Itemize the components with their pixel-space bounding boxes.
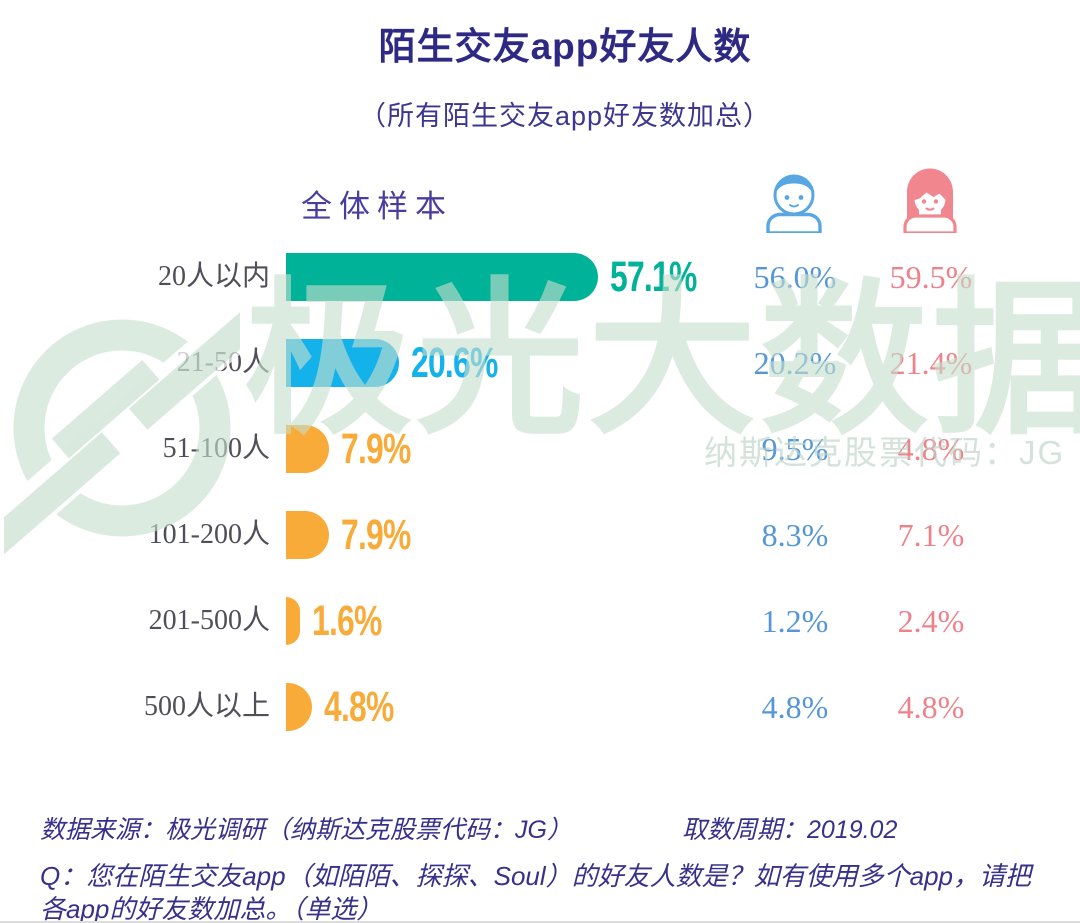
- chart-row: 500人以上 4.8% 4.8% 4.8%: [0, 682, 1080, 732]
- data-period-text: 取数周期：2019.02: [682, 816, 898, 844]
- male-percent: 8.3%: [761, 517, 829, 553]
- female-icon: [888, 159, 972, 235]
- bar: [286, 425, 329, 473]
- footer: 数据来源：极光调研（纳斯达克股票代码：JG） 取数周期：2019.02 Q：您在…: [40, 810, 1050, 923]
- male-percent: 9.5%: [761, 431, 829, 467]
- category-label: 20人以内: [157, 261, 270, 292]
- question-line-2: 各app的好友数加总。（单选）: [40, 894, 383, 923]
- bar-value-label: 4.8%: [324, 683, 394, 731]
- category-label: 21-50人: [176, 347, 270, 378]
- bar-value-label: 57.1%: [610, 253, 697, 301]
- sample-column-header: 全体样本: [301, 189, 453, 224]
- male-percent: 20.2%: [753, 345, 837, 381]
- chart-row: 201-500人 1.6% 1.2% 2.4%: [0, 596, 1080, 646]
- female-percent: 4.8%: [897, 689, 965, 725]
- bar: [286, 683, 312, 731]
- chart-row: 20人以内 57.1% 56.0% 59.5%: [0, 252, 1080, 302]
- chart-row: 21-50人 20.6% 20.2% 21.4%: [0, 338, 1080, 388]
- male-percent: 56.0%: [753, 259, 837, 295]
- chart-header: 陌生交友app好友人数 （所有陌生交友app好友数加总）: [50, 0, 1080, 133]
- bar-value-label: 7.9%: [341, 511, 411, 559]
- female-percent: 2.4%: [897, 603, 965, 639]
- chart-row: 51-100人 7.9% 9.5% 4.8%: [0, 424, 1080, 474]
- female-percent: 4.8%: [897, 431, 965, 467]
- bar: [286, 597, 300, 645]
- page-title: 陌生交友app好友人数: [378, 26, 752, 67]
- category-label: 101-200人: [148, 519, 270, 550]
- page-subtitle: （所有陌生交友app好友数加总）: [358, 101, 772, 131]
- bar: [286, 511, 329, 559]
- category-label: 201-500人: [148, 605, 270, 636]
- category-label: 500人以上: [143, 691, 270, 722]
- female-percent: 59.5%: [889, 259, 973, 295]
- data-source-text: 数据来源：极光调研（纳斯达克股票代码：JG）: [40, 816, 572, 844]
- survey-question-text: Q：您在陌生交友app（如陌陌、探探、Soul）的好友人数是？如有使用多个app…: [40, 860, 1050, 923]
- bar-value-label: 7.9%: [341, 425, 411, 473]
- bar-value-label: 1.6%: [312, 597, 382, 645]
- bar: [286, 339, 399, 387]
- bar: [286, 253, 598, 301]
- category-label: 51-100人: [162, 433, 270, 464]
- male-percent: 1.2%: [761, 603, 829, 639]
- male-percent: 4.8%: [761, 689, 829, 725]
- footer-source-line: 数据来源：极光调研（纳斯达克股票代码：JG） 取数周期：2019.02: [40, 810, 1050, 846]
- bar-value-label: 20.6%: [411, 339, 498, 387]
- chart-row: 101-200人 7.9% 8.3% 7.1%: [0, 510, 1080, 560]
- female-percent: 21.4%: [889, 345, 973, 381]
- question-line-1: Q：您在陌生交友app（如陌陌、探探、Soul）的好友人数是？如有使用多个app…: [40, 861, 1032, 891]
- female-percent: 7.1%: [897, 517, 965, 553]
- male-icon: [752, 159, 836, 235]
